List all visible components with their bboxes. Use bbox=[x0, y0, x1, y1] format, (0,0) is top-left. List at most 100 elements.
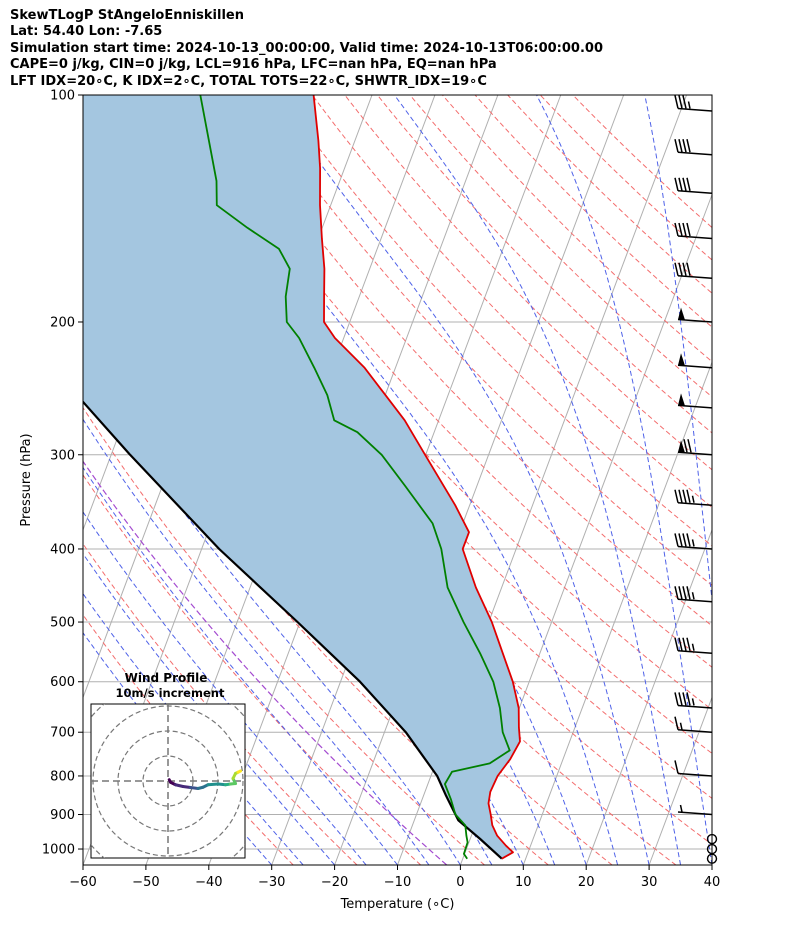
hodograph-trace-segment bbox=[236, 769, 242, 774]
wind-barb bbox=[674, 262, 713, 280]
barb-shaft bbox=[677, 772, 713, 777]
dry-adiabat bbox=[279, 95, 712, 547]
barb-half bbox=[691, 592, 695, 600]
barb-shaft bbox=[677, 728, 713, 733]
barb-shaft bbox=[677, 107, 713, 112]
chart-indices-2: LFT IDX=20∘C, K IDX=2∘C, TOTAL TOTS=22∘C… bbox=[10, 73, 487, 89]
barb-full bbox=[682, 262, 687, 276]
barb-shaft bbox=[677, 811, 713, 816]
x-tick-label: 40 bbox=[704, 875, 721, 890]
wind-barb bbox=[674, 533, 713, 550]
barb-full bbox=[674, 489, 679, 503]
barb-shaft bbox=[677, 598, 713, 603]
barb-full bbox=[686, 489, 691, 503]
barb-shaft bbox=[677, 650, 713, 654]
barb-full bbox=[682, 95, 687, 109]
x-tick-label: −60 bbox=[69, 875, 96, 890]
y-tick-label: 500 bbox=[50, 616, 75, 631]
barb-pennant bbox=[678, 440, 685, 453]
chart-title: SkewTLogP StAngeloEnniskillen bbox=[10, 8, 244, 23]
wind-barb bbox=[674, 760, 713, 777]
y-tick-label: 600 bbox=[50, 675, 75, 690]
hodograph-subtitle: 10m/s increment bbox=[116, 686, 225, 700]
isotherm-line bbox=[585, 528, 712, 865]
axes: −60 −50 −40 −30 −20 −10 0 10 20 30 40 1000 900 800 700… bbox=[42, 89, 720, 891]
y-tick-label: 700 bbox=[50, 726, 75, 741]
moist-adiabat bbox=[83, 233, 524, 865]
barb-pennant bbox=[678, 307, 685, 320]
y-tick-label: 400 bbox=[50, 542, 75, 557]
barb-full bbox=[678, 692, 683, 706]
hodograph-trace-segment bbox=[206, 782, 220, 787]
barb-full bbox=[686, 262, 691, 276]
barb-full bbox=[678, 139, 683, 153]
barb-full bbox=[686, 692, 691, 706]
dry-adiabat bbox=[83, 406, 485, 865]
dry-adiabat bbox=[539, 95, 712, 261]
moist-adiabat bbox=[83, 466, 398, 865]
barb-shaft bbox=[677, 318, 713, 323]
barb-half bbox=[687, 101, 691, 109]
dewpoint-profile-line bbox=[199, 95, 511, 860]
x-tick-label: −10 bbox=[384, 875, 411, 890]
chart-indices-1: CAPE=0 j/kg, CIN=0 j/kg, LCL=916 hPa, LF… bbox=[10, 57, 497, 73]
barb-half bbox=[691, 495, 695, 503]
dry-adiabat bbox=[507, 95, 712, 294]
barb-full bbox=[686, 222, 691, 237]
barb-full bbox=[686, 637, 691, 651]
wind-barb bbox=[674, 139, 713, 156]
barb-full bbox=[686, 139, 691, 153]
wind-barb bbox=[677, 393, 713, 409]
barb-full bbox=[678, 533, 683, 547]
y-tick-label: 800 bbox=[50, 769, 75, 784]
barb-full bbox=[674, 692, 679, 706]
wind-barb bbox=[677, 439, 713, 456]
x-tick-label: 20 bbox=[578, 875, 595, 890]
barb-half bbox=[691, 539, 695, 547]
barb-full bbox=[682, 533, 687, 547]
dry-adiabat bbox=[409, 95, 712, 398]
barb-full bbox=[678, 637, 683, 651]
x-tick-label: −30 bbox=[258, 875, 285, 890]
barb-full bbox=[682, 586, 687, 600]
barb-full bbox=[686, 177, 691, 191]
x-tick-label: 10 bbox=[515, 875, 532, 890]
barb-full bbox=[682, 637, 687, 651]
moist-adiabat bbox=[536, 95, 712, 865]
barb-half bbox=[679, 804, 683, 813]
isotherm-line bbox=[648, 696, 712, 865]
barb-shaft bbox=[677, 545, 713, 550]
barb-full bbox=[678, 95, 683, 109]
wind-barb bbox=[677, 307, 713, 323]
isotherm-line bbox=[334, 95, 625, 865]
moist-adiabat bbox=[83, 511, 367, 865]
x-tick-label: −50 bbox=[132, 875, 159, 890]
barb-shaft bbox=[677, 235, 713, 240]
dry-adiabat bbox=[474, 95, 712, 328]
moist-adiabat bbox=[83, 631, 273, 865]
barb-full bbox=[674, 95, 679, 109]
barb-full bbox=[674, 262, 679, 276]
wind-barb bbox=[674, 177, 713, 195]
barb-shaft bbox=[677, 704, 713, 709]
wind-barb bbox=[674, 716, 713, 733]
barb-half bbox=[679, 722, 683, 730]
barb-full bbox=[678, 222, 683, 237]
barb-full bbox=[682, 139, 687, 153]
barb-half bbox=[691, 643, 695, 651]
barb-pennant bbox=[678, 353, 685, 366]
barb-full bbox=[678, 177, 683, 191]
dry-adiabat bbox=[246, 95, 712, 586]
y-tick-label: 900 bbox=[50, 808, 75, 823]
barb-full bbox=[674, 637, 679, 651]
barb-full bbox=[682, 692, 687, 706]
barb-full bbox=[674, 760, 679, 774]
wind-barb bbox=[677, 353, 713, 369]
plot-area bbox=[83, 95, 712, 865]
barb-half bbox=[691, 698, 695, 706]
chart-location: Lat: 54.40 Lon: -7.65 bbox=[10, 24, 163, 40]
isotherm-line bbox=[711, 863, 712, 865]
barb-shaft bbox=[677, 275, 713, 280]
barb-full bbox=[683, 439, 688, 453]
moist-adiabat bbox=[271, 95, 650, 865]
